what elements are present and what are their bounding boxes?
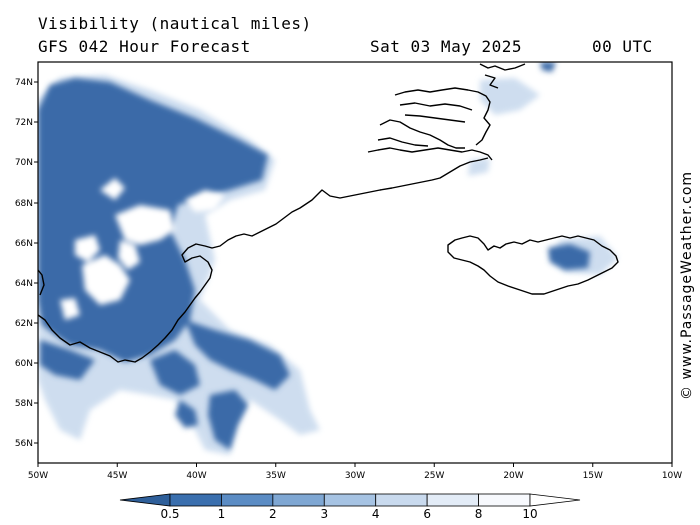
legend-swatch (375, 493, 428, 507)
latitude-axis: 74N 72N 70N 68N 66N 64N 62N 60N 58N 56N (15, 78, 38, 449)
lon-tick-label: 25W (424, 471, 444, 481)
legend-swatch (221, 493, 274, 507)
lon-tick-label: 35W (266, 471, 286, 481)
legend-label: 3 (320, 507, 328, 521)
legend-swatch (119, 493, 171, 507)
legend-swatch (478, 493, 531, 507)
chart-title: Visibility (nautical miles) (38, 14, 312, 33)
copyright-credit: © www.PassageWeather.com (679, 170, 695, 400)
legend-label: 4 (372, 507, 380, 521)
lon-tick-label: 30W (345, 471, 365, 481)
lon-tick-label: 40W (186, 471, 206, 481)
lat-tick-label: 68N (15, 199, 33, 209)
lat-tick-label: 58N (15, 399, 33, 409)
legend-label: 2 (269, 507, 277, 521)
forecast-model: GFS 042 Hour Forecast (38, 37, 251, 56)
lat-tick-label: 74N (15, 78, 33, 88)
lon-tick-label: 20W (503, 471, 523, 481)
lat-tick-label: 72N (15, 118, 33, 128)
legend-swatch (529, 493, 581, 507)
legend-label: 1 (218, 507, 226, 521)
lon-tick-label: 45W (107, 471, 127, 481)
legend-label: 0.5 (160, 507, 179, 521)
lat-tick-label: 56N (15, 439, 33, 449)
lat-tick-label: 70N (15, 158, 33, 168)
lat-tick-label: 64N (15, 279, 33, 289)
legend-swatch (272, 493, 325, 507)
forecast-time: 00 UTC (592, 37, 653, 56)
legend-label: 8 (475, 507, 483, 521)
lon-tick-label: 50W (28, 471, 48, 481)
lat-tick-label: 66N (15, 239, 33, 249)
legend-label: 10 (522, 507, 537, 521)
legend-swatch (169, 493, 222, 507)
visibility-legend: 0.5 1 2 3 4 6 8 10 (119, 493, 581, 521)
lat-tick-label: 62N (15, 319, 33, 329)
lon-tick-label: 10W (662, 471, 682, 481)
visibility-field (38, 62, 618, 455)
legend-swatch (426, 493, 479, 507)
legend-label: 6 (423, 507, 431, 521)
lon-tick-label: 15W (583, 471, 603, 481)
forecast-date: Sat 03 May 2025 (370, 37, 522, 56)
coastlines (38, 63, 619, 363)
legend-swatch (323, 493, 377, 507)
longitude-axis: 50W 45W 40W 35W 30W 25W 20W 15W 10W (28, 463, 682, 481)
lat-tick-label: 60N (15, 359, 33, 369)
